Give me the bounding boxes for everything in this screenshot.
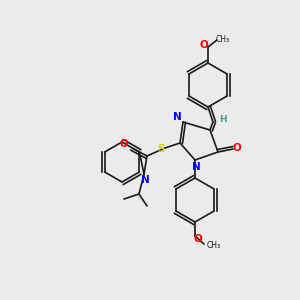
Text: S: S [157, 144, 165, 154]
Text: O: O [120, 139, 128, 149]
Text: N: N [192, 162, 200, 172]
Text: H: H [219, 116, 227, 124]
Text: N: N [141, 175, 149, 185]
Text: O: O [200, 40, 208, 50]
Text: CH₃: CH₃ [207, 242, 221, 250]
Text: CH₃: CH₃ [216, 34, 230, 43]
Text: O: O [232, 143, 242, 153]
Text: N: N [172, 112, 182, 122]
Text: O: O [194, 234, 202, 244]
